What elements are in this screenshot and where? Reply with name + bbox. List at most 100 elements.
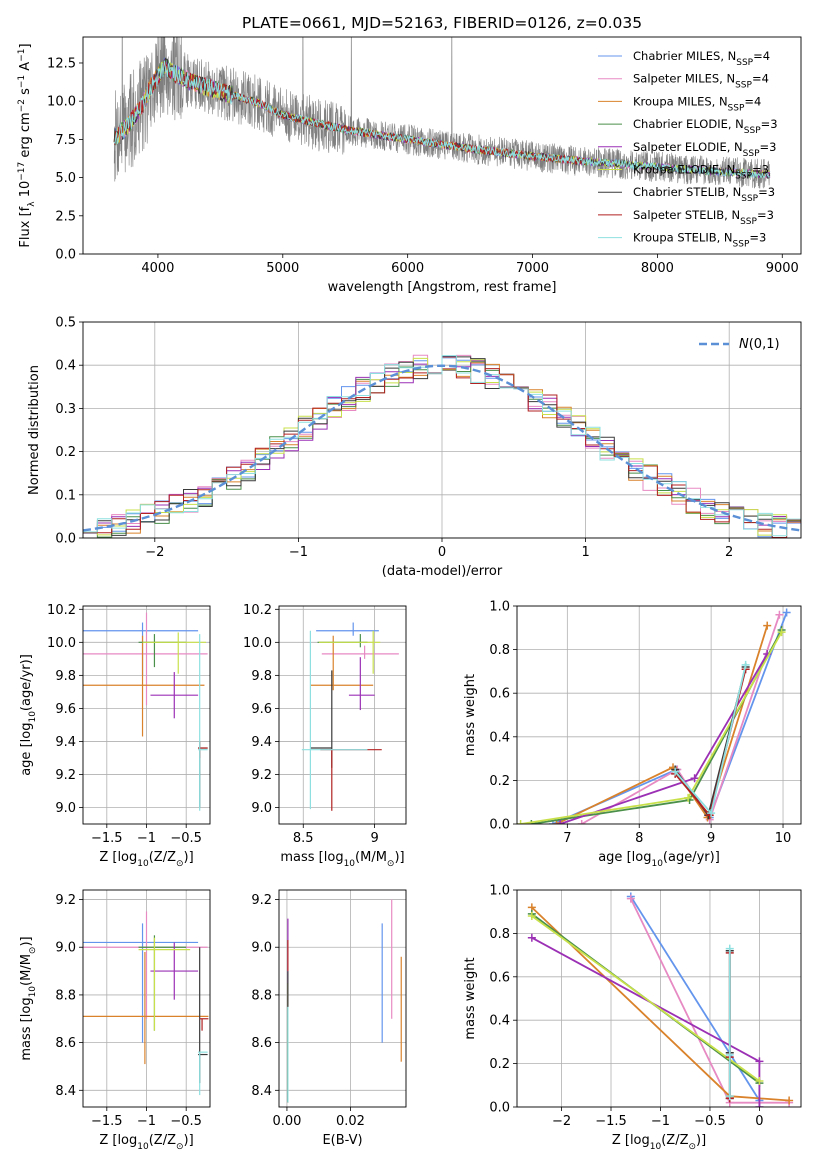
x-axis-label: Z [log10(Z/Z⊙)]: [612, 1133, 706, 1152]
y-tick-label: 7.5: [55, 133, 76, 148]
mass-weight-marker-kroupa_stelib: [725, 1050, 734, 1059]
label-part: ⊙: [688, 1142, 696, 1152]
label-part: 10: [650, 1142, 662, 1152]
legend-label: Chabrier MILES, NSSP=4: [633, 49, 770, 68]
y-tick-label: 0.1: [55, 488, 76, 503]
mass-weight-marker-salpeter_elodie: [690, 774, 699, 783]
model-spectrum-kroupa_stelib: [113, 60, 771, 179]
y-tick-label: 0.3: [55, 402, 76, 417]
y-tick-label: 9.2: [251, 893, 272, 908]
legend-label: Kroupa ELODIE, NSSP=3: [633, 163, 769, 182]
label-part: −17: [17, 162, 27, 181]
label-part: SSP: [740, 217, 757, 227]
x-axis-label: Z [log10(Z/Z⊙)]: [99, 850, 193, 869]
axes-spectrum: 4000 5000 6000 7000 8000 9000 0.0 2.5 5.0 7.5 10.0…: [17, 14, 802, 295]
label-part: 10: [28, 986, 38, 998]
label-part: Chabrier ELODIE, N: [633, 117, 744, 131]
mass-weight-marker-kroupa_stelib: [741, 660, 750, 669]
x-tick-label: 4000: [141, 261, 174, 276]
label-part: erg cm: [18, 112, 33, 161]
label-part: (data-model)/error: [382, 564, 503, 579]
legend-label: Salpeter STELIB, NSSP=3: [633, 208, 774, 227]
label-part: ⊙: [176, 859, 184, 869]
mass-weight-line-chabrier_miles: [552, 612, 788, 824]
y-tick-label: 10.2: [47, 603, 76, 618]
label-part: )]: [19, 936, 34, 946]
y-axis-label: mass [log10(M/M⊙)]: [19, 936, 38, 1060]
y-axis-label: age [log10(age/yr)]: [19, 654, 38, 776]
y-tick-label: 8.4: [55, 1084, 76, 1099]
x-tick-label: 0.02: [336, 1114, 365, 1129]
axes-residuals: −2 −1 0 1 2 0.0 0.1 0.2 0.3 0.4 0.5 (data-model)/er…: [27, 316, 802, 579]
axes-frame: [82, 36, 802, 255]
plot-area: [83, 322, 801, 538]
x-tick-label: −1.5: [595, 1114, 627, 1129]
mass-weight-line-salpeter_miles: [581, 614, 781, 824]
mass-weight-marker-salpeter_elodie: [527, 933, 536, 942]
label-part: −1: [17, 75, 27, 88]
label-part: Kroupa MILES, N: [633, 94, 728, 108]
label-part: PLATE=0661, MJD=52163, FIBERID=0126, z=0…: [242, 14, 642, 32]
y-tick-label: 9.6: [251, 702, 272, 717]
label-part: =3: [761, 117, 778, 131]
legend-label: Kroupa STELIB, NSSP=3: [633, 231, 766, 250]
model-spectrum-salpeter_stelib: [113, 61, 586, 166]
label-part: )]: [394, 850, 404, 865]
mass-weight-marker-kroupa_miles: [763, 621, 772, 630]
mass-weight-line-kroupa_stelib: [674, 664, 747, 816]
label-part: (Z/Z: [149, 1133, 176, 1148]
mass-weight-marker-kroupa_elodie: [517, 820, 525, 824]
legend-label: Salpeter MILES, NSSP=4: [633, 72, 769, 91]
y-axis-label: Flux [fλ 10−17 erg cm−2 s−1 A−1]: [17, 43, 37, 247]
label-part: 10: [28, 711, 38, 723]
label-part: Normed distribution: [27, 365, 42, 495]
x-axis-label: wavelength [Angstrom, rest frame]: [328, 280, 557, 295]
mass-weight-marker-salpeter_elodie: [755, 1057, 764, 1066]
x-tick-label: 0: [438, 545, 446, 560]
x-tick-label: 5000: [266, 261, 299, 276]
mass-weight-marker-kroupa_elodie: [777, 628, 786, 637]
label-part: )]: [184, 1133, 194, 1148]
axes-mass_vs_ebv: 0.00 0.02 8.4 8.6 8.8 9.0 9.2 E(B-V): [251, 889, 407, 1148]
label-part: ⊙: [387, 859, 395, 869]
x-axis-label: mass [log10(M/M⊙)]: [280, 850, 404, 869]
y-tick-label: 9.4: [251, 735, 272, 750]
label-part: =3: [760, 140, 777, 154]
x-tick-label: −0.5: [170, 1114, 202, 1129]
y-axis-label: mass weight: [463, 674, 478, 756]
y-tick-label: 9.2: [55, 893, 76, 908]
y-tick-label: 0.4: [489, 1014, 510, 1029]
x-tick-label: 6000: [391, 261, 424, 276]
x-tick-label: 8000: [641, 261, 674, 276]
label-part: mass weight: [463, 957, 478, 1039]
x-tick-label: −0.5: [694, 1114, 726, 1129]
label-part: (Z/Z: [661, 1133, 688, 1148]
mass-weight-marker-salpeter_miles: [775, 610, 784, 619]
mass-weight-marker-salpeter_elodie: [755, 1103, 764, 1107]
label-part: =4: [752, 72, 769, 86]
y-axis-label: Normed distribution: [27, 365, 42, 495]
axes-frame: [82, 605, 211, 825]
y-tick-label: 0.8: [489, 927, 510, 942]
label-part: Z [: [612, 1133, 630, 1148]
label-part: s: [18, 88, 33, 99]
y-tick-label: 9.0: [55, 801, 76, 816]
label-part: 10: [651, 859, 663, 869]
label-part: −1: [17, 49, 27, 62]
y-axis-label: mass weight: [463, 957, 478, 1039]
y-tick-label: 1.0: [489, 884, 510, 899]
y-tick-label: 0.6: [489, 687, 510, 702]
axes-mass_weight_vs_Z: −2 −1.5 −1 −0.5 0 0.0 0.2 0.4 0.6 0.8 1.0 Z [log10(…: [463, 884, 802, 1152]
mass-weight-marker-kroupa_stelib: [671, 767, 680, 776]
x-tick-label: −1: [137, 1114, 156, 1129]
mass-weight-line-chabrier_miles: [630, 896, 761, 1101]
y-tick-label: 9.0: [251, 941, 272, 956]
label-part: ]: [18, 43, 33, 48]
y-tick-label: 8.8: [55, 988, 76, 1003]
label-part: age [: [598, 850, 631, 865]
y-tick-label: 9.6: [55, 702, 76, 717]
x-tick-label: 10: [775, 831, 792, 846]
label-part: mass weight: [463, 674, 478, 756]
legend-label: Salpeter ELODIE, NSSP=3: [633, 140, 776, 159]
